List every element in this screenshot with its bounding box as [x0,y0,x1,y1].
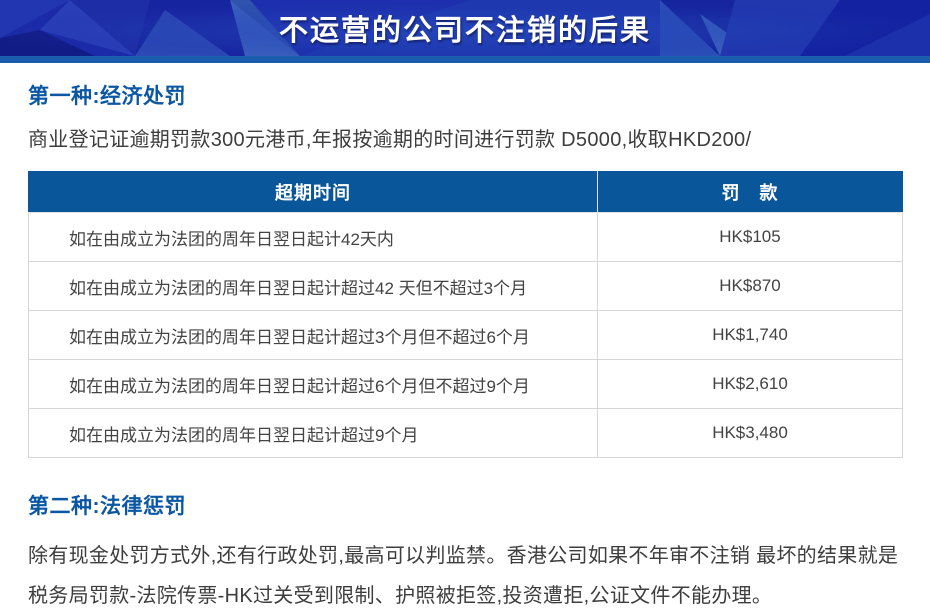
table-row: 如在由成立为法团的周年日翌日起计42天内 HK$105 [28,212,903,262]
section2-paragraph: 除有现金处罚方式外,还有行政处罚,最高可以判监禁。香港公司如果不年审不注销 最坏… [28,545,899,607]
penalty-table-head: 超期时间 罚 款 [28,171,903,213]
table-row: 如在由成立为法团的周年日翌日起计超过9个月 HK$3,480 [28,408,903,458]
period-cell: 如在由成立为法团的周年日翌日起计超过9个月 [28,408,598,458]
fine-cell: HK$105 [597,212,903,262]
section1-heading: 第一种:经济处罚 [28,85,186,108]
fine-cell: HK$870 [597,261,903,311]
page-title: 不运营的公司不注销的后果 [278,15,651,47]
period-cell: 如在由成立为法团的周年日翌日起计超过3个月但不超过6个月 [28,310,598,360]
period-cell: 如在由成立为法团的周年日翌日起计超过42 天但不超过3个月 [28,261,598,311]
header-banner: 不运营的公司不注销的后果 [0,0,930,63]
column-header-fine: 罚 款 [597,171,903,213]
table-row: 如在由成立为法团的周年日翌日起计超过42 天但不超过3个月 HK$870 [28,261,903,311]
fine-cell: HK$3,480 [597,408,903,458]
section1-paragraph: 商业登记证逾期罚款300元港币,年报按逾期的时间进行罚款 D5000,收取HKD… [28,129,752,151]
table-row: 如在由成立为法团的周年日翌日起计超过3个月但不超过6个月 HK$1,740 [28,310,903,360]
banner-bottom-strip [0,56,930,63]
table-header-row: 超期时间 罚 款 [28,171,903,213]
penalty-table-body: 如在由成立为法团的周年日翌日起计42天内 HK$105 如在由成立为法团的周年日翌日… [28,212,903,458]
penalty-table: 超期时间 罚 款 如在由成立为法团的周年日翌日起计42天内 HK$105 如在由成立… [28,171,903,458]
banner-polygon-pattern [0,0,930,56]
period-cell: 如在由成立为法团的周年日翌日起计42天内 [28,212,598,262]
fine-cell: HK$2,610 [597,359,903,409]
period-cell: 如在由成立为法团的周年日翌日起计超过6个月但不超过9个月 [28,359,598,409]
column-header-period: 超期时间 [28,171,598,213]
fine-cell: HK$1,740 [597,310,903,360]
table-row: 如在由成立为法团的周年日翌日起计超过6个月但不超过9个月 HK$2,610 [28,359,903,409]
main-content: 第一种:经济处罚 商业登记证逾期罚款300元港币,年报按逾期的时间进行罚款 D5… [0,63,930,615]
section2-heading: 第二种:法律惩罚 [28,495,186,518]
